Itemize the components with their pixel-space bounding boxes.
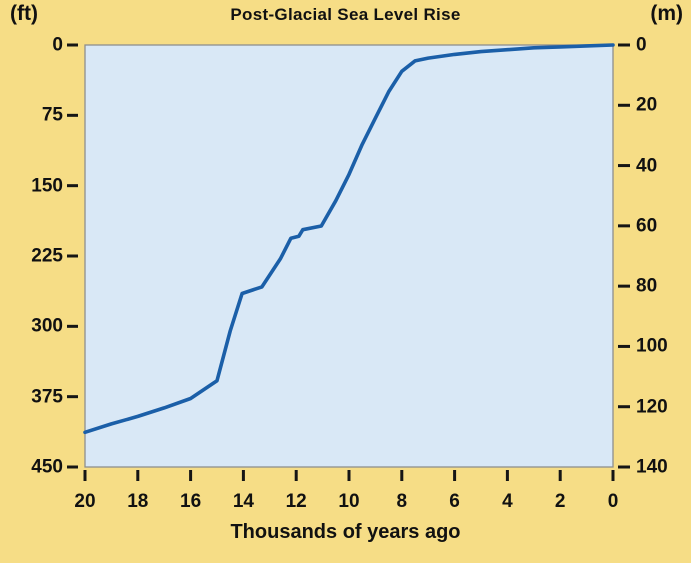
y-left-tick-label: 225	[31, 245, 63, 267]
y-right-tick-label: 0	[636, 34, 647, 56]
x-tick-label: 16	[180, 491, 202, 512]
y-left-tick-label: 75	[41, 104, 63, 126]
y-right-tick-label: 80	[636, 275, 658, 297]
x-axis-title: Thousands of years ago	[230, 521, 461, 543]
plot-area	[84, 44, 614, 468]
right-axis-unit-label: (m)	[650, 2, 683, 25]
x-tick-label: 10	[338, 491, 360, 512]
sea-level-line	[83, 43, 615, 435]
y-left-tick-label: 375	[31, 386, 63, 408]
y-right-tick-label: 100	[636, 335, 668, 357]
x-tick-label: 14	[232, 491, 254, 512]
x-tick-label: 12	[285, 491, 307, 512]
y-left-tick-label: 150	[31, 175, 63, 197]
chart-title: Post-Glacial Sea Level Rise	[230, 5, 461, 24]
x-tick-label: 8	[396, 491, 408, 512]
x-tick-label: 18	[127, 491, 149, 512]
x-tick-label: 2	[554, 491, 566, 512]
x-tick-label: 4	[502, 491, 513, 512]
y-left-tick-label: 300	[31, 315, 63, 337]
y-left-tick-label: 0	[52, 34, 63, 56]
x-tick-label: 6	[449, 491, 460, 512]
y-right-tick-label: 20	[636, 94, 658, 116]
left-axis-unit-label: (ft)	[10, 2, 38, 25]
y-left-tick-label: 450	[31, 456, 63, 478]
y-right-tick-label: 140	[636, 456, 668, 478]
y-right-tick-label: 60	[636, 215, 658, 237]
x-tick-label: 20	[74, 491, 96, 512]
y-right-tick-label: 40	[636, 155, 658, 177]
x-tick-label: 0	[607, 491, 619, 512]
y-right-tick-label: 120	[636, 396, 668, 418]
